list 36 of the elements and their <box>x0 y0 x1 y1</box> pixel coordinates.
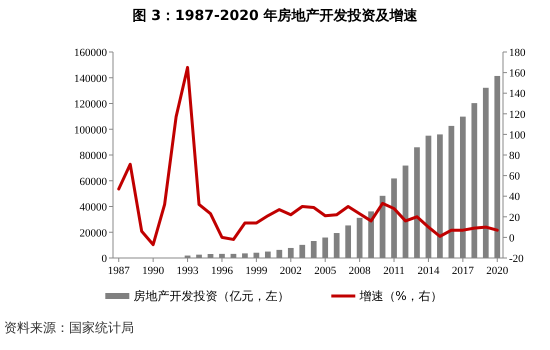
x-tick-label: 1987 <box>108 265 130 277</box>
x-tick-label: 1996 <box>210 265 234 277</box>
legend-label: 增速（%，右） <box>358 289 443 303</box>
x-tick-label: 2014 <box>417 265 440 277</box>
chart-title: 图 3：1987-2020 年房地产开发投资及增速 <box>132 7 419 24</box>
y2-tick-label: 120 <box>509 108 526 121</box>
y2-tick-label: 100 <box>509 129 526 142</box>
x-tick-label: 2020 <box>486 265 509 277</box>
x-tick-label: 1993 <box>176 265 200 277</box>
y-tick-label: 0 <box>102 253 108 265</box>
y2-tick-label: 140 <box>509 88 526 100</box>
y2-tick-label: 40 <box>509 191 520 204</box>
y-tick-label: 120000 <box>74 98 108 110</box>
y-tick-label: 140000 <box>74 72 108 85</box>
x-tick-label: 1999 <box>245 265 268 277</box>
x-tick-label: 2008 <box>348 265 372 277</box>
x-tick-label: 2002 <box>280 265 302 277</box>
y-tick-label: 100000 <box>74 124 108 136</box>
y-tick-label: 60000 <box>80 176 108 188</box>
text: 资料来源：国家统计局 <box>4 320 134 336</box>
y2-tick-label: 0 <box>509 232 515 244</box>
x-tick-label: 2011 <box>383 265 405 277</box>
y2-tick-label: 160 <box>509 68 526 80</box>
y2-tick-label: 20 <box>509 212 520 224</box>
x-tick-label: 2005 <box>314 265 337 277</box>
y2-tick-label: 60 <box>509 170 520 183</box>
y2-tick-label: 180 <box>509 47 526 59</box>
y-tick-label: 40000 <box>80 202 108 214</box>
y-tick-label: 160000 <box>74 47 108 59</box>
y-tick-label: 80000 <box>80 150 108 162</box>
y2-tick-label: 80 <box>509 150 520 162</box>
x-tick-label: 1990 <box>142 265 165 277</box>
legend-label: 房地产开发投资（亿元，左） <box>133 289 290 303</box>
y-tick-label: 20000 <box>80 227 108 240</box>
x-tick-label: 2017 <box>452 265 474 277</box>
y2-tick-label: -20 <box>509 253 524 265</box>
